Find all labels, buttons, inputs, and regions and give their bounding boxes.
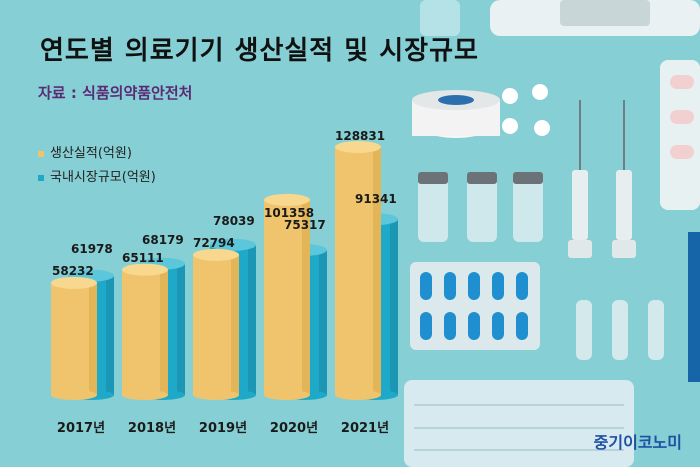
x-tick-label-3: 2020년 [270,421,318,436]
bar-shade [319,250,327,395]
legend-item-production: 생산실적(억원) [38,142,132,161]
bar-base [193,390,239,400]
x-tick-label-4: 2021년 [341,421,389,436]
blister-pack-icon [660,60,700,210]
bar-shade [177,263,185,395]
bar-cap [210,238,256,251]
publisher-logo-text: 중기이코노미 [593,433,682,452]
value-label-production-4: 128831 [335,129,385,143]
bar-shade [160,269,168,395]
bar-base [51,390,97,400]
legend-swatch-production [38,150,44,157]
value-label-market-3: 75317 [284,218,326,232]
value-label-production-3: 101358 [264,206,314,220]
chart-title: 연도별 의료기기 생산실적 및 시장규모 [40,36,479,66]
bar-shade [89,282,97,395]
value-label-production-1: 65111 [122,251,164,265]
bar-cap [51,276,97,289]
x-tick-label-2: 2019년 [199,421,247,436]
bar-production-2 [193,248,239,400]
bar-production-0 [51,276,97,400]
vials-icon [418,172,543,242]
legend-item-market: 국내시장규모(억원) [38,166,156,185]
bar-production-3 [264,193,310,400]
value-label-production-2: 72794 [193,236,235,250]
legend-label-market: 국내시장규모(억원) [50,170,156,185]
bar-base [335,390,381,400]
value-label-market-4: 91341 [355,192,397,206]
ampoules-icon [576,300,664,360]
vial-icon [420,0,460,36]
bar-cap [264,193,310,206]
capsule-blister-icon [410,262,540,350]
bar-shade [373,147,381,395]
bar-shade [248,244,256,395]
bar-shade [302,199,310,395]
syringes-icon [568,100,636,258]
bar-shade [390,219,398,395]
bar-cap [193,248,239,261]
bar-production-4 [335,141,381,400]
face-mask-icon [404,380,634,467]
x-tick-label-1: 2018년 [128,421,176,436]
value-label-market-2: 78039 [213,214,255,228]
pill-icon [502,88,518,104]
bar-shade [231,254,239,395]
bar-cap [335,141,381,153]
bar-cap [122,263,168,276]
x-tick-label-0: 2017년 [57,421,105,436]
legend-label-production: 생산실적(억원) [50,146,132,161]
bar-base [122,390,168,400]
value-label-market-1: 68179 [142,233,184,247]
value-label-market-0: 61978 [71,242,113,256]
legend-swatch-market [38,174,44,181]
value-label-production-0: 58232 [52,264,94,278]
bar-shade [106,275,114,395]
bar-base [264,390,310,400]
source-note: 자료 : 식품의약품안전처 [38,84,193,102]
bar-production-1 [122,263,168,400]
